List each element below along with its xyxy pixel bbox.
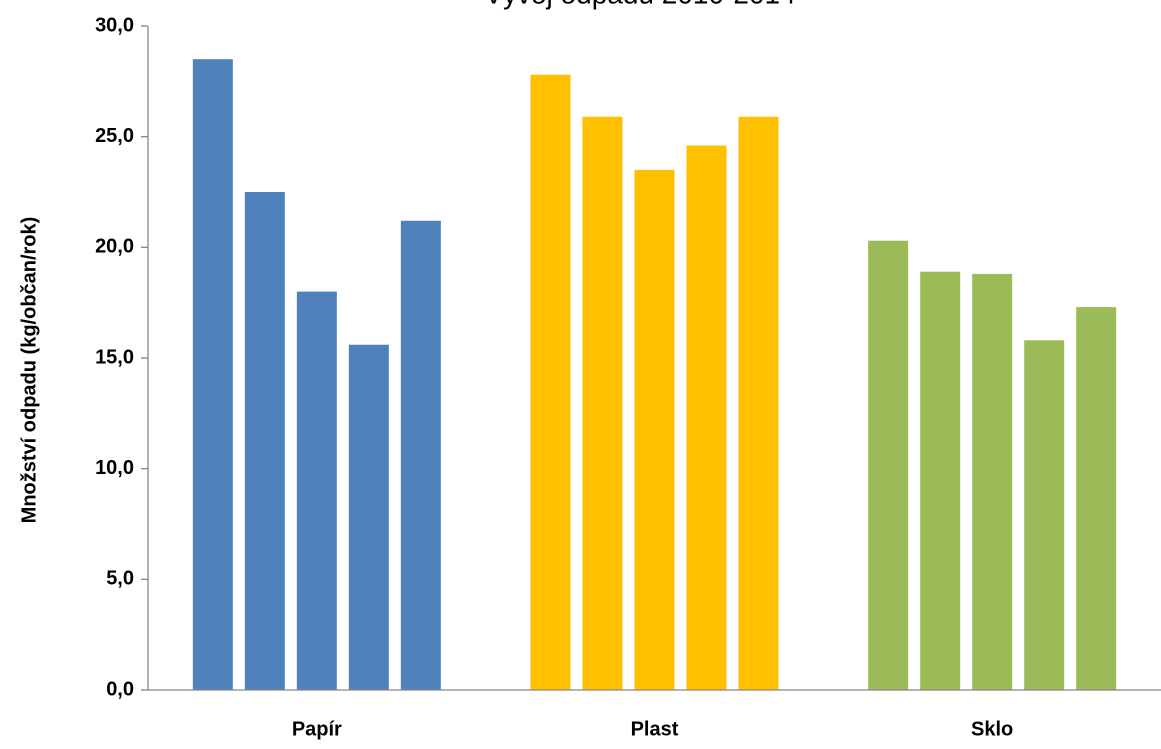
bar xyxy=(530,74,571,690)
bar xyxy=(192,59,233,690)
y-tick-label: 0,0 xyxy=(106,678,134,700)
bar xyxy=(348,344,389,690)
y-tick-label: 15,0 xyxy=(95,346,134,368)
bar xyxy=(296,291,337,690)
chart-title: Vývoj odpadu 2010-2014 xyxy=(484,0,795,9)
bar xyxy=(400,220,441,691)
bar xyxy=(1076,307,1117,690)
bar xyxy=(582,116,623,691)
bar xyxy=(972,273,1013,690)
y-tick-label: 30,0 xyxy=(95,14,134,36)
bar xyxy=(686,145,727,690)
y-tick-label: 10,0 xyxy=(95,457,134,479)
x-tick-label: Sklo xyxy=(971,718,1013,740)
x-tick-label: Plast xyxy=(631,718,679,740)
y-tick-label: 25,0 xyxy=(95,125,134,147)
x-tick-label: Papír xyxy=(292,718,342,740)
y-tick-label: 5,0 xyxy=(106,568,134,590)
y-axis-label: Množství odpadu (kg/občan/rok) xyxy=(18,217,40,524)
y-tick-label: 20,0 xyxy=(95,236,134,258)
bar xyxy=(738,116,779,691)
bar xyxy=(244,192,285,690)
bar xyxy=(868,240,909,690)
bar xyxy=(1024,340,1065,690)
bar xyxy=(920,271,961,690)
bar xyxy=(634,169,675,690)
